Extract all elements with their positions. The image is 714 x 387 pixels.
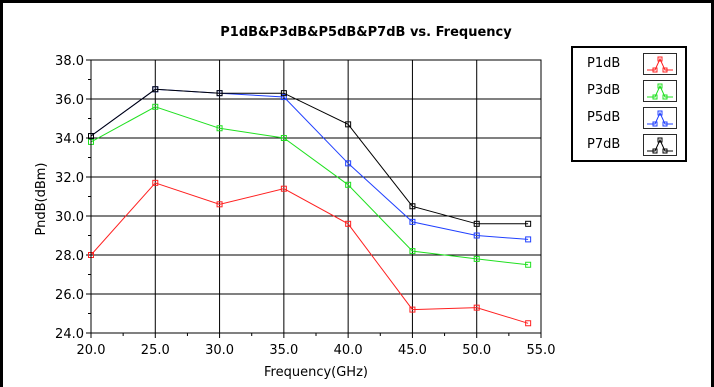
series-line-p3db [90,106,529,266]
legend-entry-p3db: P3dB [573,80,689,104]
data-point-p5db [525,236,532,243]
legend-line-icon [647,138,673,152]
series-layer [88,86,532,327]
legend-entry-p5db: P5dB [573,107,689,131]
data-point-p3db [409,248,416,255]
legend-marker-icon [662,148,668,154]
data-point-p3db [525,261,532,268]
legend-line-icon [647,84,673,98]
data-point-p1db [473,304,480,311]
series-line-p7db [90,88,529,225]
x-tick-label: 45.0 [398,343,427,358]
data-point-p7db [216,90,223,97]
y-tick-label: 34.0 [55,132,84,147]
data-point-p7db [473,220,480,227]
data-point-p3db [280,135,287,141]
legend-marker-icon [657,110,663,116]
legend-label-p7db: P7dB [587,137,621,152]
legend-swatch-p7db [643,134,677,156]
legend-marker-icon [662,121,668,127]
legend-entry-p7db: P7dB [573,134,689,158]
data-point-p1db [525,320,532,327]
data-point-p7db [280,90,287,97]
legend-swatch-p5db [643,107,677,129]
legend-label-p3db: P3dB [587,83,621,98]
x-axis-label: Frequency(GHz) [264,365,368,380]
chart-title: P1dB&P3dB&P5dB&P7dB vs. Frequency [220,25,512,40]
series-line-p5db [90,88,529,240]
y-axis-label: PndB(dBm) [34,163,49,236]
data-point-p1db [216,201,223,208]
legend-marker-icon [652,67,658,73]
data-point-p7db [409,203,416,210]
data-point-p3db [345,181,352,188]
legend: P1dB P3dB P5dB P7dB [571,46,687,162]
y-tick-label: 36.0 [55,93,84,108]
gridlines [90,59,542,334]
data-point-p1db [280,185,287,192]
legend-marker-icon [662,67,668,73]
data-point-p5db [345,160,352,167]
legend-swatch-p1db [643,53,677,75]
series-line-p1db [90,182,529,324]
line-chart: P1dB&P3dB&P5dB&P7dB vs. Frequency Freque… [34,25,555,380]
y-tick-label: 32.0 [55,171,84,186]
legend-marker-icon [652,94,658,100]
data-point-p1db [345,220,352,227]
x-tick-label: 40.0 [334,343,363,358]
plot-area-border [90,59,542,334]
tick-labels: 24.0 26.0 28.0 30.0 32.0 34.0 36.0 38.0 20.0 25.0… [55,54,555,358]
data-point-p3db [473,255,480,262]
data-point-p7db [152,86,159,93]
data-point-p1db [409,306,416,313]
data-point-p5db [473,232,480,239]
data-point-p5db [280,94,287,101]
y-tick-label: 24.0 [55,327,84,342]
x-tick-label: 25.0 [141,343,170,358]
data-point-p7db [345,121,352,128]
legend-entry-p1db: P1dB [573,53,689,77]
data-point-p5db [409,218,416,225]
legend-line-icon [647,111,673,125]
y-tick-label: 30.0 [55,210,84,225]
data-point-p7db [525,220,532,227]
y-tick-label: 28.0 [55,249,84,264]
data-point-p1db [152,179,159,186]
x-tick-label: 35.0 [269,343,298,358]
legend-marker-icon [657,56,663,62]
data-point-p3db [216,125,223,132]
legend-label-p1db: P1dB [587,56,621,71]
x-tick-label: 55.0 [527,343,556,358]
legend-marker-icon [662,94,668,100]
x-tick-label: 20.0 [77,343,106,358]
legend-marker-icon [652,148,658,154]
y-tick-label: 26.0 [55,288,84,303]
legend-marker-icon [657,137,663,143]
data-point-p3db [152,103,159,110]
legend-marker-icon [652,121,658,127]
legend-marker-icon [657,83,663,89]
y-tick-label: 38.0 [55,54,84,69]
legend-line-icon [647,57,673,71]
legend-label-p5db: P5dB [587,110,621,125]
x-tick-label: 50.0 [462,343,491,358]
x-tick-label: 30.0 [205,343,234,358]
legend-swatch-p3db [643,80,677,102]
